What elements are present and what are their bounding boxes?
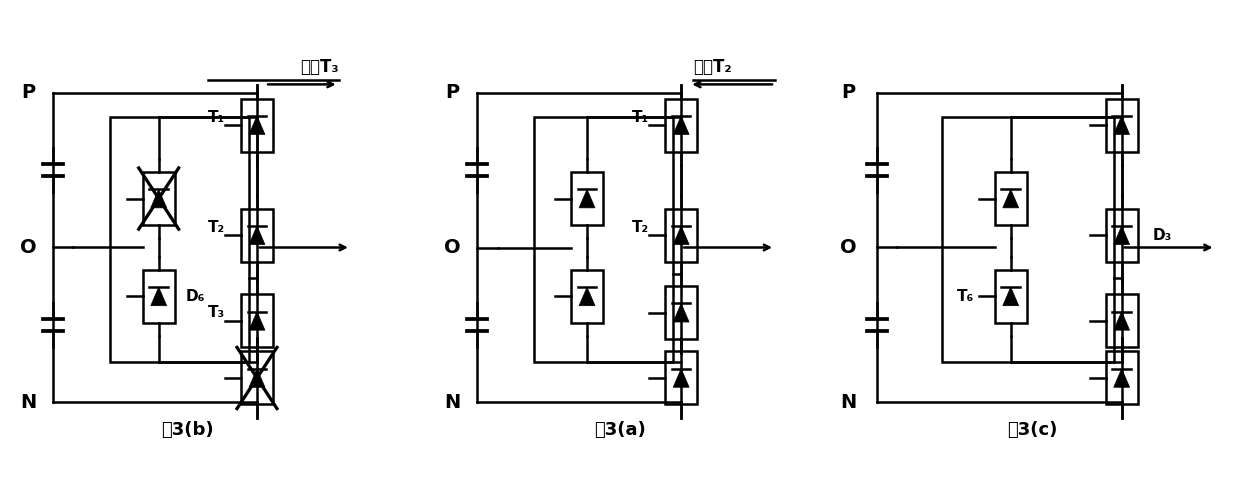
Bar [1106, 209, 1137, 262]
Bar [572, 270, 603, 323]
Bar [241, 351, 273, 404]
Text: D₃: D₃ [1153, 228, 1172, 243]
Bar [572, 172, 603, 225]
Bar [241, 295, 273, 347]
Bar [110, 117, 249, 362]
Bar [534, 117, 673, 362]
Text: O: O [20, 238, 37, 257]
Bar [666, 209, 697, 262]
Text: P: P [445, 83, 460, 102]
Polygon shape [249, 312, 265, 330]
Text: 图3(c): 图3(c) [1007, 421, 1058, 439]
Text: O: O [841, 238, 857, 257]
Text: 图3(a): 图3(a) [594, 421, 646, 439]
Bar [143, 270, 175, 323]
Text: N: N [21, 393, 37, 412]
Bar [994, 172, 1027, 225]
Text: 图3(b): 图3(b) [161, 421, 215, 439]
Text: 闭合T₃: 闭合T₃ [300, 58, 339, 76]
Text: 断开T₂: 断开T₂ [693, 58, 732, 76]
Text: T₂: T₂ [207, 220, 224, 235]
Text: T₁: T₁ [632, 109, 649, 125]
Text: T₃: T₃ [207, 305, 224, 320]
Bar [241, 99, 273, 151]
Polygon shape [151, 287, 166, 306]
Text: T₁: T₁ [207, 109, 224, 125]
Polygon shape [249, 116, 265, 135]
Bar [942, 117, 1114, 362]
Polygon shape [579, 189, 595, 208]
Text: T₂: T₂ [632, 220, 649, 235]
Polygon shape [673, 116, 689, 135]
Polygon shape [1114, 226, 1130, 245]
Text: D₆: D₆ [186, 289, 205, 304]
Polygon shape [673, 369, 689, 387]
Bar [1106, 99, 1137, 151]
Bar [1106, 295, 1137, 347]
Bar [666, 351, 697, 404]
Polygon shape [249, 226, 265, 245]
Bar [666, 286, 697, 339]
Polygon shape [249, 369, 265, 387]
Polygon shape [673, 303, 689, 322]
Text: N: N [445, 393, 461, 412]
Polygon shape [1114, 312, 1130, 330]
Bar [994, 270, 1027, 323]
Polygon shape [673, 226, 689, 245]
Bar [1106, 351, 1137, 404]
Bar [143, 172, 175, 225]
Text: O: O [444, 238, 461, 257]
Polygon shape [579, 287, 595, 306]
Polygon shape [151, 189, 166, 208]
Text: P: P [21, 83, 36, 102]
Polygon shape [1003, 189, 1019, 208]
Bar [241, 209, 273, 262]
Text: P: P [842, 83, 856, 102]
Text: N: N [841, 393, 857, 412]
Polygon shape [1114, 116, 1130, 135]
Bar [666, 99, 697, 151]
Polygon shape [1114, 369, 1130, 387]
Polygon shape [1003, 287, 1019, 306]
Text: T₆: T₆ [957, 289, 975, 304]
